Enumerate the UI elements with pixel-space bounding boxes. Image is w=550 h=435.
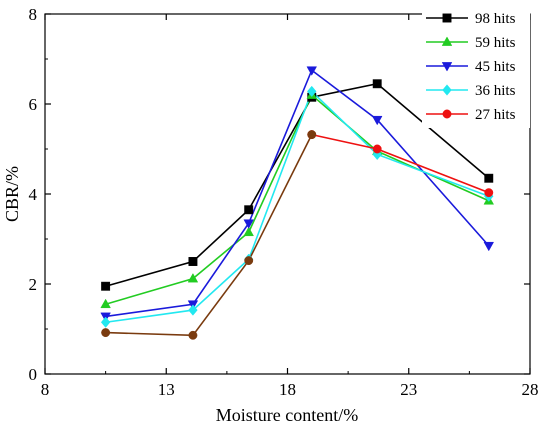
legend-label: 45 hits — [475, 59, 516, 75]
legend-label: 98 hits — [475, 11, 516, 27]
data-point — [243, 219, 254, 229]
data-point — [187, 273, 199, 283]
y-axis-title: CBR/% — [2, 166, 22, 222]
x-tick-label: 28 — [522, 380, 539, 399]
data-point — [101, 281, 111, 291]
data-point — [244, 205, 254, 215]
data-point — [306, 66, 318, 76]
data-point — [243, 226, 254, 237]
data-point — [483, 241, 495, 252]
legend-label: 36 hits — [475, 83, 516, 99]
data-point — [372, 144, 382, 154]
x-tick-label: 18 — [279, 380, 296, 399]
legend-marker — [442, 109, 452, 119]
y-tick-label: 4 — [29, 185, 38, 204]
y-tick-label: 0 — [29, 365, 38, 384]
data-point — [307, 85, 317, 98]
x-axis-title: Moisture content/% — [216, 405, 358, 425]
y-tick-label: 2 — [29, 275, 38, 294]
data-point — [100, 298, 111, 309]
data-point — [372, 79, 382, 89]
legend-label: 27 hits — [475, 107, 516, 123]
series-line — [105, 89, 490, 324]
legend: 98 hits 59 hits 45 hits 36 hits 27 hits — [422, 5, 530, 128]
data-point — [371, 115, 383, 126]
series-line — [105, 134, 313, 337]
data-point — [244, 256, 254, 266]
legend-marker — [442, 84, 452, 96]
data-point — [307, 130, 317, 140]
plot-area — [100, 66, 495, 340]
x-tick-label: 8 — [41, 380, 50, 399]
series-line — [105, 68, 490, 318]
series-line — [105, 93, 490, 306]
data-point — [188, 330, 198, 340]
x-tick-label: 23 — [400, 380, 417, 399]
y-tick-label: 8 — [29, 5, 38, 24]
legend-marker — [442, 13, 452, 23]
y-tick-label: 6 — [29, 95, 38, 114]
axes: 8 13 18 23 28 0 2 4 6 8 — [29, 5, 539, 399]
data-point — [188, 304, 198, 316]
data-point — [484, 173, 494, 183]
data-point — [484, 188, 494, 198]
legend-marker — [441, 36, 453, 46]
series-line — [105, 82, 490, 288]
data-point — [188, 257, 198, 266]
data-point — [100, 316, 111, 328]
data-point — [101, 328, 111, 338]
x-tick-label: 13 — [158, 380, 175, 399]
legend-label: 59 hits — [475, 35, 516, 51]
legend-marker — [441, 62, 453, 72]
